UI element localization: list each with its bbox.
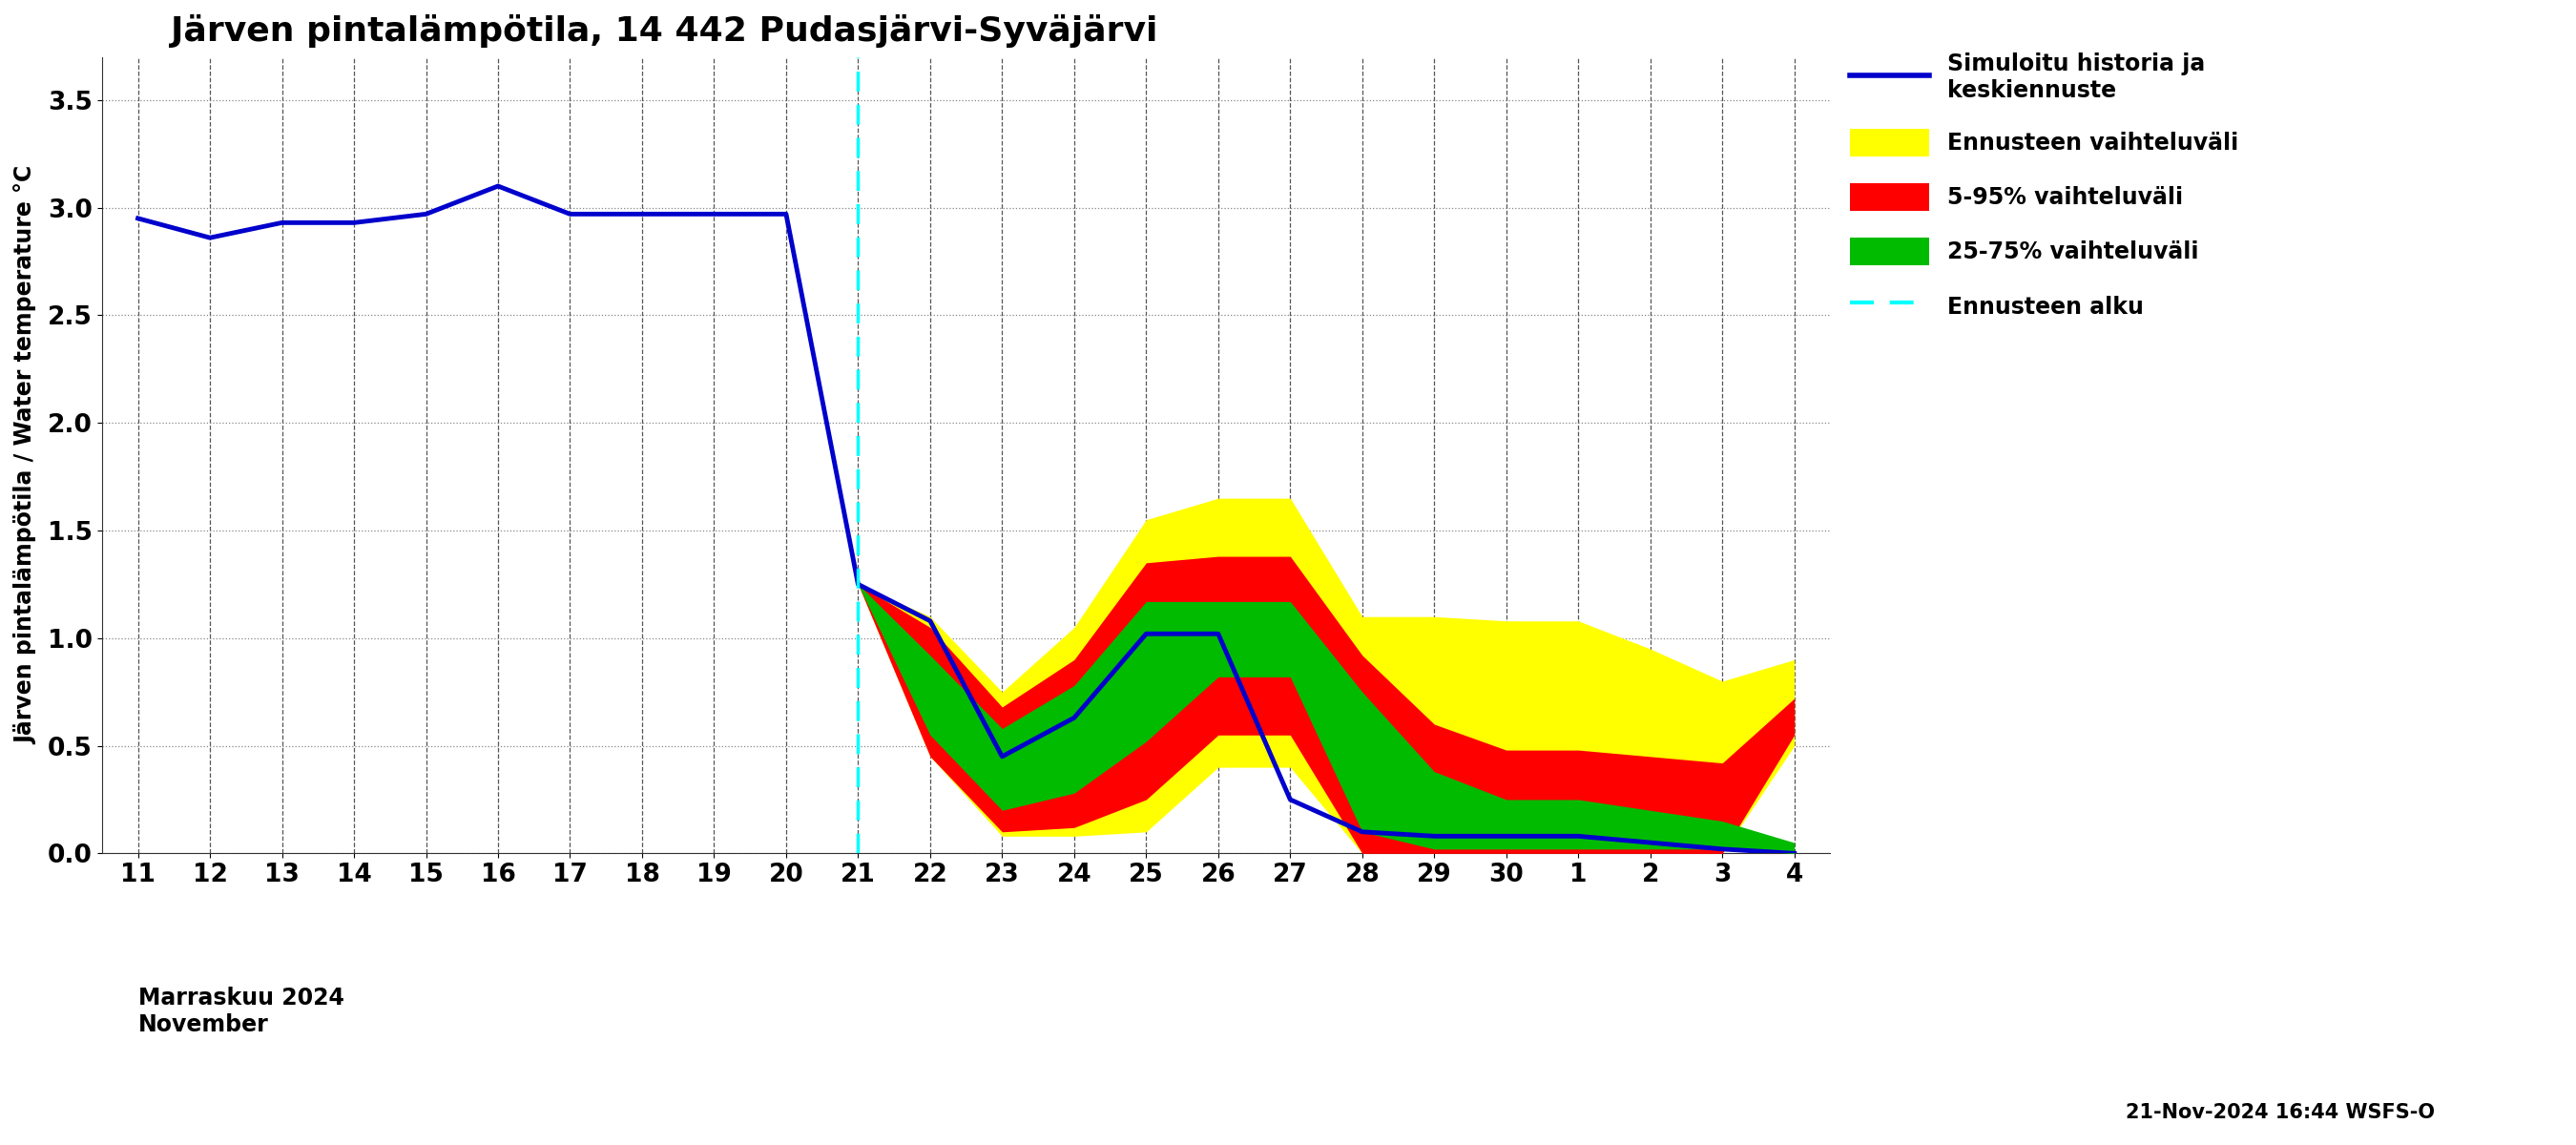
Text: 21-Nov-2024 16:44 WSFS-O: 21-Nov-2024 16:44 WSFS-O [2125, 1103, 2434, 1122]
Legend: Simuloitu historia ja
keskiennuste, Ennusteen vaihteluväli, 5-95% vaihteluväli, : Simuloitu historia ja keskiennuste, Ennu… [1850, 53, 2239, 319]
Text: Järven pintalämpötila, 14 442 Pudasjärvi-Syväjärvi: Järven pintalämpötila, 14 442 Pudasjärvi… [170, 14, 1159, 48]
Y-axis label: Järven pintalämpötila / Water temperature °C: Järven pintalämpötila / Water temperatur… [15, 166, 36, 744]
Text: Marraskuu 2024
November: Marraskuu 2024 November [139, 987, 345, 1036]
